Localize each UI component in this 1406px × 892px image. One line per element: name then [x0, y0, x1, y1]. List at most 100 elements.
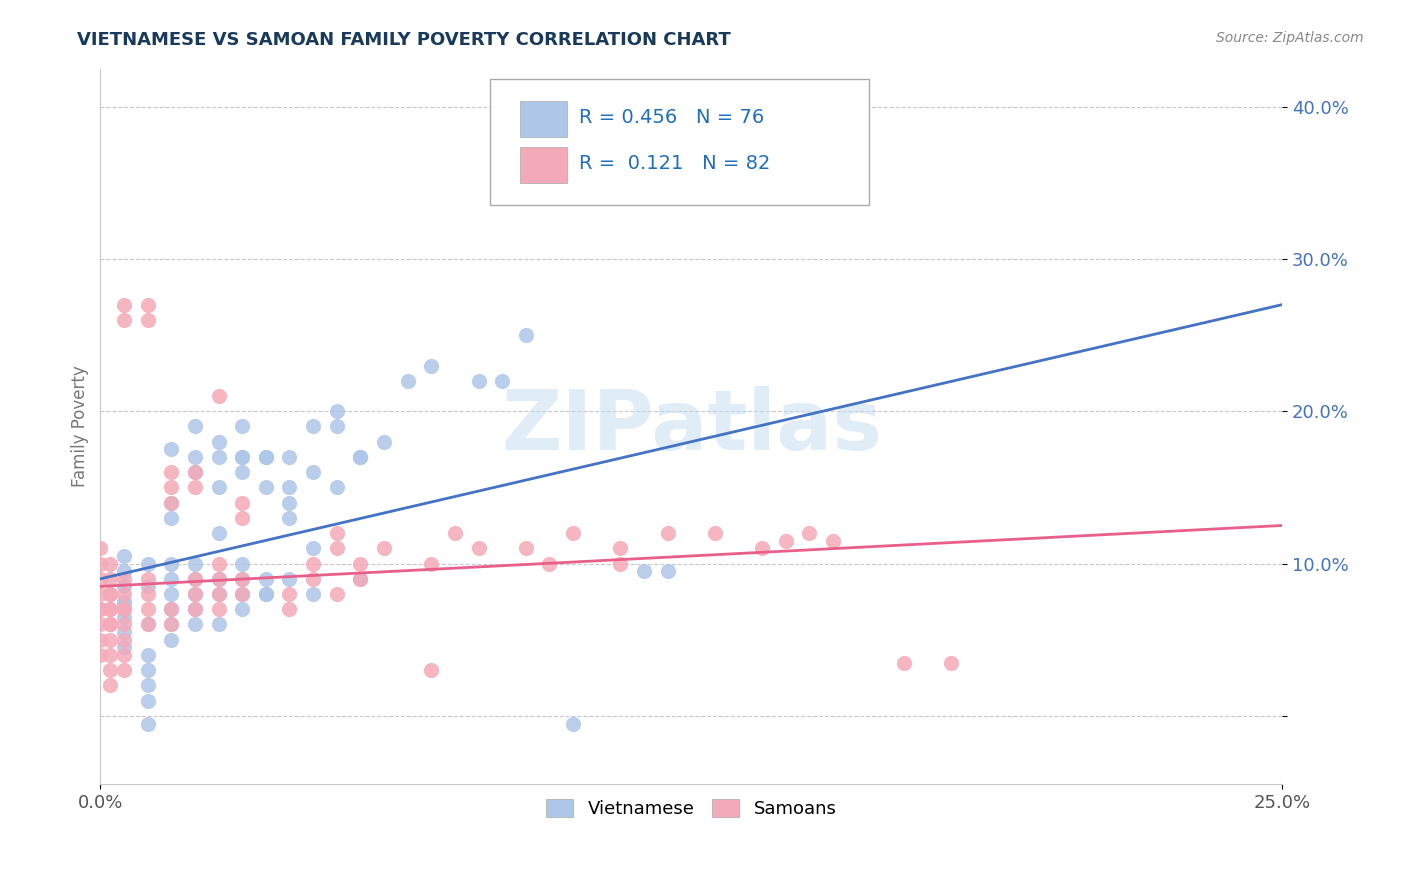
- Point: [207, 602, 229, 616]
- Point: [89, 632, 111, 647]
- Point: [112, 602, 135, 616]
- Point: [609, 541, 631, 556]
- Point: [231, 419, 253, 434]
- Point: [325, 404, 347, 418]
- Point: [112, 549, 135, 563]
- Point: [562, 526, 585, 541]
- Point: [633, 564, 655, 578]
- Point: [136, 579, 159, 593]
- Point: [160, 480, 183, 494]
- Point: [98, 587, 121, 601]
- Point: [231, 572, 253, 586]
- Point: [184, 587, 207, 601]
- Point: [112, 625, 135, 640]
- Point: [893, 656, 915, 670]
- Point: [231, 450, 253, 464]
- Point: [160, 495, 183, 509]
- Point: [112, 572, 135, 586]
- Point: [207, 572, 229, 586]
- Point: [325, 587, 347, 601]
- Point: [207, 587, 229, 601]
- Point: [278, 495, 301, 509]
- Point: [184, 572, 207, 586]
- Point: [254, 572, 277, 586]
- Point: [278, 511, 301, 525]
- Text: ZIPatlas: ZIPatlas: [501, 386, 882, 467]
- Point: [136, 617, 159, 632]
- Y-axis label: Family Poverty: Family Poverty: [72, 366, 89, 487]
- Point: [112, 579, 135, 593]
- Point: [231, 602, 253, 616]
- FancyBboxPatch shape: [520, 101, 567, 136]
- Point: [207, 557, 229, 571]
- Point: [302, 541, 325, 556]
- Point: [136, 693, 159, 707]
- Point: [112, 594, 135, 608]
- Point: [207, 587, 229, 601]
- Point: [231, 495, 253, 509]
- Point: [136, 663, 159, 677]
- Point: [184, 572, 207, 586]
- Point: [325, 526, 347, 541]
- Point: [278, 587, 301, 601]
- Point: [349, 450, 371, 464]
- Point: [112, 602, 135, 616]
- FancyBboxPatch shape: [491, 79, 869, 204]
- Text: R =  0.121   N = 82: R = 0.121 N = 82: [579, 154, 770, 173]
- Point: [751, 541, 773, 556]
- Point: [98, 617, 121, 632]
- Point: [160, 587, 183, 601]
- Point: [98, 632, 121, 647]
- Point: [160, 511, 183, 525]
- Point: [609, 557, 631, 571]
- Point: [349, 572, 371, 586]
- Point: [562, 716, 585, 731]
- Point: [98, 678, 121, 692]
- Point: [254, 450, 277, 464]
- Point: [98, 602, 121, 616]
- Point: [136, 313, 159, 327]
- Point: [98, 557, 121, 571]
- Point: [207, 450, 229, 464]
- Point: [254, 587, 277, 601]
- Point: [254, 450, 277, 464]
- Point: [278, 602, 301, 616]
- Point: [136, 587, 159, 601]
- Point: [231, 511, 253, 525]
- Point: [112, 313, 135, 327]
- Point: [254, 587, 277, 601]
- Point: [207, 480, 229, 494]
- Point: [373, 541, 395, 556]
- Point: [89, 541, 111, 556]
- Point: [420, 663, 443, 677]
- Point: [136, 716, 159, 731]
- FancyBboxPatch shape: [520, 147, 567, 183]
- Point: [160, 602, 183, 616]
- Point: [231, 587, 253, 601]
- Point: [184, 465, 207, 479]
- Point: [136, 602, 159, 616]
- Point: [160, 602, 183, 616]
- Point: [703, 526, 725, 541]
- Point: [184, 557, 207, 571]
- Point: [302, 572, 325, 586]
- Point: [136, 297, 159, 311]
- Point: [278, 450, 301, 464]
- Point: [136, 678, 159, 692]
- Point: [775, 533, 797, 548]
- Point: [467, 541, 489, 556]
- Point: [89, 648, 111, 662]
- Point: [160, 632, 183, 647]
- Point: [184, 480, 207, 494]
- Point: [98, 648, 121, 662]
- Point: [799, 526, 821, 541]
- Point: [278, 480, 301, 494]
- Point: [349, 572, 371, 586]
- Point: [89, 587, 111, 601]
- Point: [325, 419, 347, 434]
- Point: [231, 587, 253, 601]
- Point: [89, 617, 111, 632]
- Point: [444, 526, 467, 541]
- Point: [89, 557, 111, 571]
- Point: [207, 526, 229, 541]
